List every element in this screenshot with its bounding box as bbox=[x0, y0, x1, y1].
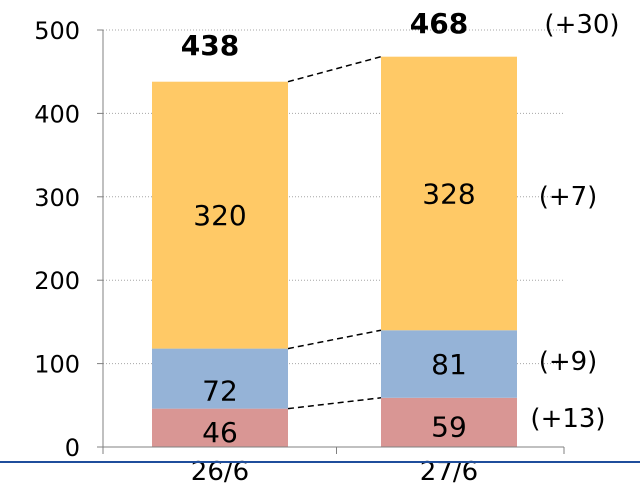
y-tick-label-200: 200 bbox=[34, 267, 80, 295]
connector-line-0 bbox=[287, 397, 382, 410]
segment-value-label-0-0: 46 bbox=[202, 416, 238, 449]
axes bbox=[102, 30, 564, 448]
bar-segment-0-0 bbox=[152, 408, 288, 447]
segment-value-label-0-1: 72 bbox=[202, 375, 238, 408]
bar-segment-0-1 bbox=[152, 348, 288, 409]
connector-line-1 bbox=[287, 329, 382, 350]
total-label-1: 468 bbox=[410, 7, 468, 40]
bottom-rule bbox=[0, 461, 640, 463]
bar-segment-1-1 bbox=[381, 330, 517, 398]
total-label-0: 438 bbox=[181, 29, 239, 62]
y-tick-labels: 0 100 200 300 400 500 bbox=[34, 17, 80, 462]
segment-change-label-0: (+13) bbox=[530, 404, 605, 434]
y-tick-label-300: 300 bbox=[34, 184, 80, 212]
connector-lines bbox=[287, 55, 382, 410]
y-tick-label-0: 0 bbox=[65, 434, 80, 462]
total-change-label: (+30) bbox=[544, 10, 619, 40]
segment-value-label-1-1: 81 bbox=[431, 348, 467, 381]
segment-value-label-1-0: 59 bbox=[431, 410, 467, 443]
segment-value-label-0-2: 320 bbox=[193, 199, 246, 232]
connector-line-2 bbox=[287, 55, 382, 83]
data-labels: 46 72 320 438 59 81 328 468 (+30) (+13) (+9) (+7) bbox=[181, 7, 620, 449]
y-tick-label-100: 100 bbox=[34, 351, 80, 379]
bar-segment-0-2 bbox=[152, 81, 288, 349]
bar-segment-1-2 bbox=[381, 56, 517, 331]
bar-segment-1-0 bbox=[381, 397, 517, 447]
y-tick-label-500: 500 bbox=[34, 17, 80, 45]
segment-change-label-2: (+7) bbox=[539, 182, 598, 212]
y-tick-label-400: 400 bbox=[34, 100, 80, 128]
bars bbox=[152, 56, 517, 447]
segment-value-label-1-2: 328 bbox=[422, 177, 475, 210]
segment-change-label-1: (+9) bbox=[539, 347, 598, 377]
